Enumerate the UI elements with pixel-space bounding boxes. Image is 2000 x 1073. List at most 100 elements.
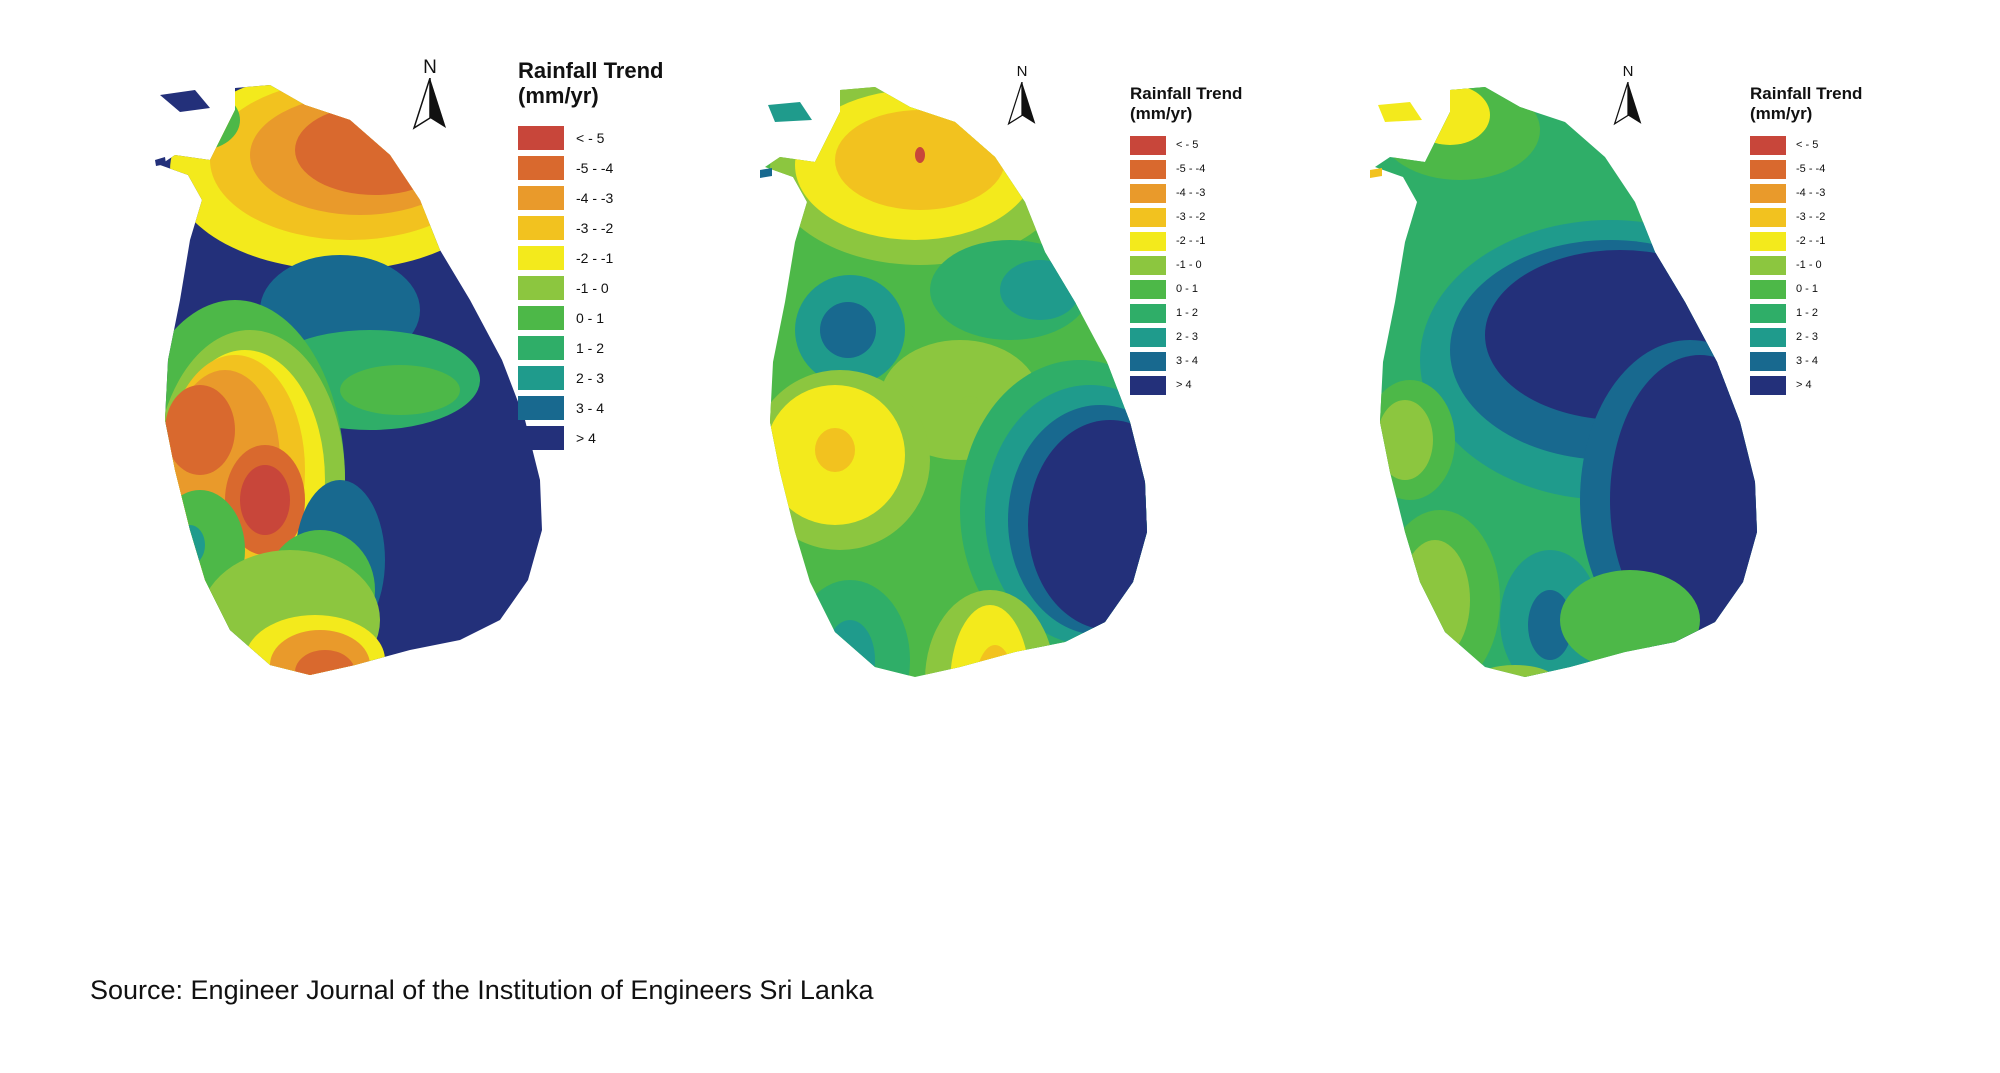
legend-entry: < - 5 <box>1130 133 1242 157</box>
legend-entry: -5 - -4 <box>1750 157 1862 181</box>
legend-swatch <box>1130 135 1166 155</box>
legend-label: -4 - -3 <box>1176 187 1206 200</box>
legend-swatch <box>518 365 564 390</box>
legend-title-line1: Rainfall Trend <box>1130 84 1243 103</box>
legend-label: > 4 <box>1796 379 1812 392</box>
legend-swatch <box>1130 183 1166 203</box>
legend-title-line2: (mm/yr) <box>1750 103 1813 123</box>
legend-swatch <box>518 215 564 240</box>
legend-swatch <box>1750 255 1786 275</box>
island-map-3 <box>1370 87 1757 677</box>
legend-label: -1 - 0 <box>576 279 609 296</box>
legend-title: Rainfall Trend (mm/yr) <box>518 58 663 109</box>
north-arrow-icon <box>412 77 446 130</box>
legend-entry: 0 - 1 <box>1130 277 1242 301</box>
legend-swatch <box>1130 327 1166 347</box>
legend-label: 3 - 4 <box>576 399 605 416</box>
legend-swatch <box>1130 231 1166 251</box>
legend-entry: -1 - 0 <box>1750 253 1862 277</box>
legend-label: 2 - 3 <box>576 369 605 386</box>
legend-swatch <box>1130 159 1166 179</box>
legend-label: < - 5 <box>1176 139 1199 152</box>
legend-entry: > 4 <box>1750 373 1862 397</box>
north-arrow-icon <box>1007 81 1036 126</box>
legend-swatch <box>1750 279 1786 299</box>
legend-label: -2 - -1 <box>576 249 614 266</box>
legend-swatch <box>518 305 564 330</box>
legend-entry: -3 - -2 <box>518 213 663 243</box>
legend-label: 0 - 1 <box>1176 283 1199 296</box>
north-arrow: N <box>1002 62 1042 133</box>
legend-label: -4 - -3 <box>1796 187 1826 200</box>
legend-label: -5 - -4 <box>1796 163 1826 176</box>
legend-swatch <box>1130 207 1166 227</box>
legend-entry: 0 - 1 <box>518 303 663 333</box>
legend-entries: < - 5 -5 - -4 -4 - -3 -3 - -2 -2 - -1 -1 - 0 0… <box>1750 133 1862 397</box>
legend-entry: 3 - 4 <box>1750 349 1862 373</box>
legend-entry: 1 - 2 <box>1130 301 1242 325</box>
legend-label: < - 5 <box>576 129 605 146</box>
legend-label: > 4 <box>1176 379 1192 392</box>
legend-swatch <box>1130 303 1166 323</box>
legend-label: -3 - -2 <box>1176 211 1206 224</box>
rainfall-map-3: N Rainfall Trend (mm/yr) < - 5 -5 - -4 -4 … <box>1350 60 1930 840</box>
legend: Rainfall Trend (mm/yr) < - 5 -5 - -4 -4 - … <box>1750 84 1862 397</box>
legend-label: -2 - -1 <box>1796 235 1826 248</box>
legend: Rainfall Trend (mm/yr) < - 5 -5 - -4 -4 - … <box>1130 84 1242 397</box>
legend-entry: 0 - 1 <box>1750 277 1862 301</box>
legend-label: < - 5 <box>1796 139 1819 152</box>
legend-swatch <box>1130 255 1166 275</box>
north-arrow-icon <box>1613 81 1642 126</box>
legend-label: -4 - -3 <box>576 189 614 206</box>
legend-entry: 1 - 2 <box>1750 301 1862 325</box>
legend-entry: 2 - 3 <box>518 363 663 393</box>
legend-entry: > 4 <box>518 423 663 453</box>
legend-title-line1: Rainfall Trend <box>518 58 664 83</box>
legend-label: -2 - -1 <box>1176 235 1206 248</box>
legend-entries: < - 5 -5 - -4 -4 - -3 -3 - -2 -2 - -1 -1 - 0 0… <box>518 123 663 453</box>
legend-label: 0 - 1 <box>576 309 605 326</box>
legend-swatch <box>518 395 564 420</box>
legend-entry: -5 - -4 <box>518 153 663 183</box>
legend-entry: -3 - -2 <box>1750 205 1862 229</box>
legend: Rainfall Trend (mm/yr) < - 5 -5 - -4 -4 - … <box>518 58 663 453</box>
north-label: N <box>1016 63 1028 80</box>
legend-entry: -2 - -1 <box>1750 229 1862 253</box>
legend-entry: 3 - 4 <box>518 393 663 423</box>
legend-label: 2 - 3 <box>1176 331 1199 344</box>
island-map-1 <box>155 85 542 675</box>
legend-label: 2 - 3 <box>1796 331 1819 344</box>
legend-swatch <box>1130 279 1166 299</box>
north-label: N <box>423 57 437 78</box>
rainfall-map-1: N Rainfall Trend (mm/yr) < - 5 -5 - -4 -4 … <box>140 57 700 820</box>
legend-swatch <box>1750 207 1786 227</box>
legend-swatch <box>518 245 564 270</box>
legend-title: Rainfall Trend (mm/yr) <box>1130 84 1242 123</box>
legend-title: Rainfall Trend (mm/yr) <box>1750 84 1862 123</box>
legend-swatch <box>1750 303 1786 323</box>
north-label: N <box>1622 63 1634 80</box>
legend-entry: -4 - -3 <box>518 183 663 213</box>
legend-entry: -2 - -1 <box>1130 229 1242 253</box>
legend-swatch <box>518 185 564 210</box>
legend-entries: < - 5 -5 - -4 -4 - -3 -3 - -2 -2 - -1 -1 - 0 0… <box>1130 133 1242 397</box>
legend-entry: < - 5 <box>518 123 663 153</box>
legend-entry: -4 - -3 <box>1750 181 1862 205</box>
legend-label: -3 - -2 <box>1796 211 1826 224</box>
legend-entry: < - 5 <box>1750 133 1862 157</box>
legend-swatch <box>1750 327 1786 347</box>
legend-swatch <box>518 335 564 360</box>
legend-swatch <box>1750 159 1786 179</box>
legend-swatch <box>518 425 564 450</box>
island-map-2 <box>760 87 1147 677</box>
rainfall-map-2: N Rainfall Trend (mm/yr) < - 5 -5 - -4 -4 … <box>740 60 1310 830</box>
legend-label: -1 - 0 <box>1176 259 1202 272</box>
legend-title-line1: Rainfall Trend <box>1750 84 1863 103</box>
legend-label: 3 - 4 <box>1176 355 1199 368</box>
legend-entry: 2 - 3 <box>1750 325 1862 349</box>
legend-entry: 3 - 4 <box>1130 349 1242 373</box>
legend-entry: 2 - 3 <box>1130 325 1242 349</box>
legend-swatch <box>1750 351 1786 371</box>
legend-label: 1 - 2 <box>576 339 605 356</box>
legend-swatch <box>1750 183 1786 203</box>
